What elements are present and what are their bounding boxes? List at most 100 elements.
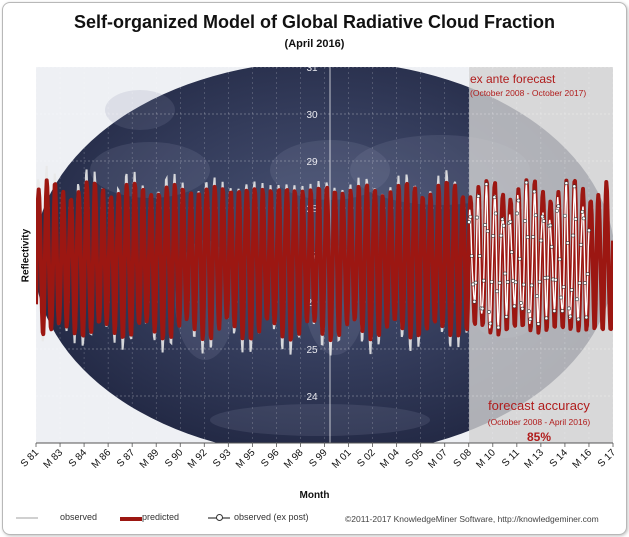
- forecast-label: ex ante forecast: [470, 72, 556, 86]
- ex-post-point: [480, 306, 485, 311]
- map-landmass: [210, 404, 430, 436]
- ex-post-point: [493, 211, 498, 216]
- ex-post-point: [512, 304, 517, 309]
- ex-post-point: [469, 254, 474, 258]
- ex-post-point: [567, 306, 571, 311]
- ex-post-point: [485, 229, 490, 234]
- ex-post-point: [555, 208, 559, 213]
- ex-post-point: [520, 306, 525, 311]
- x-tick-label: S 17: [596, 447, 619, 470]
- ex-post-point: [529, 283, 534, 288]
- ex-post-point: [575, 297, 579, 302]
- ex-post-point: [519, 300, 523, 305]
- ex-post-point: [487, 309, 491, 314]
- ex-post-point: [536, 321, 541, 326]
- ex-post-point: [489, 279, 494, 284]
- ex-post-point: [467, 220, 471, 224]
- ex-post-point: [548, 223, 553, 228]
- ex-post-point: [560, 309, 565, 313]
- ex-post-point: [569, 288, 574, 292]
- ex-post-point: [535, 294, 539, 299]
- ex-post-point: [564, 181, 569, 186]
- ex-post-point: [472, 299, 477, 304]
- legend-predicted: predicted: [120, 512, 179, 522]
- ex-post-point: [577, 281, 582, 285]
- forecast-period: (October 2008 - October 2017): [470, 88, 587, 98]
- x-tick-label: M 95: [234, 447, 258, 471]
- accuracy-value: 85%: [526, 430, 552, 444]
- x-tick-label: S 87: [115, 447, 138, 470]
- ex-post-point: [475, 215, 479, 220]
- x-tick-label: M 89: [138, 447, 162, 471]
- legend-label-predicted: predicted: [142, 512, 180, 522]
- ex-post-point: [565, 240, 570, 245]
- y-tick-label: 29: [306, 157, 318, 168]
- ex-post-point: [563, 213, 567, 218]
- x-tick-label: S 99: [307, 447, 330, 470]
- x-tick-label: M 98: [282, 447, 306, 471]
- ex-post-point: [568, 314, 573, 319]
- accuracy-label: forecast accuracy: [488, 398, 590, 413]
- y-tick-label: 25: [306, 345, 318, 356]
- x-tick-label: S 81: [19, 447, 42, 470]
- x-tick-label: M 92: [186, 447, 210, 471]
- chart-title: Self-organized Model of Global Radiative…: [73, 12, 556, 32]
- ex-post-point: [585, 272, 590, 276]
- ex-post-point: [525, 235, 530, 240]
- ex-post-point: [517, 256, 522, 261]
- legend-ex-post: observed (ex post): [208, 512, 309, 522]
- ex-post-point: [561, 285, 566, 289]
- ex-post-point: [572, 184, 577, 189]
- x-tick-label: M 10: [474, 447, 498, 471]
- x-tick-label: M 86: [90, 447, 114, 471]
- ex-post-point: [492, 195, 497, 200]
- legend-label-ex-post: observed (ex post): [234, 512, 309, 522]
- ex-post-point: [497, 280, 502, 285]
- ex-post-point: [503, 271, 507, 276]
- ex-post-point: [540, 214, 545, 219]
- x-tick-label: S 05: [403, 447, 426, 470]
- ex-post-point: [471, 282, 475, 287]
- legend-marker-ex-post: [216, 514, 223, 521]
- ex-post-point: [527, 309, 531, 314]
- y-tick-label: 31: [306, 63, 318, 74]
- ex-post-point: [531, 234, 535, 239]
- chart-subtitle: (April 2016): [284, 38, 345, 50]
- x-tick-label: S 02: [355, 447, 378, 470]
- x-axis-label: Month: [299, 490, 330, 501]
- ex-post-point: [576, 317, 581, 322]
- ex-post-point: [508, 219, 513, 224]
- ex-post-point: [549, 244, 554, 249]
- ex-post-point: [505, 280, 510, 284]
- ex-post-point: [481, 278, 486, 283]
- ex-post-point: [579, 242, 583, 247]
- ex-post-point: [495, 289, 499, 294]
- map-landmass: [90, 142, 210, 198]
- ex-post-point: [553, 277, 558, 282]
- x-tick-label: S 93: [211, 447, 234, 470]
- x-tick-label: M 01: [330, 447, 354, 471]
- ex-post-point: [501, 223, 506, 228]
- ex-post-point: [500, 217, 505, 222]
- ex-post-point: [537, 279, 542, 284]
- ex-post-point: [583, 281, 587, 285]
- ex-post-point: [544, 316, 549, 321]
- legend-swatch-predicted: [120, 517, 142, 521]
- ex-post-point: [559, 295, 563, 300]
- ex-post-point: [509, 250, 514, 255]
- ex-post-point: [573, 217, 578, 222]
- ex-post-point: [532, 189, 537, 194]
- y-tick-label: 30: [306, 110, 318, 121]
- x-tick-label: M 13: [522, 447, 546, 471]
- ex-post-point: [523, 218, 527, 223]
- ex-post-point: [477, 254, 482, 258]
- ex-post-point: [491, 234, 495, 238]
- ex-post-point: [473, 280, 478, 285]
- ex-post-point: [584, 315, 589, 320]
- x-tick-label: S 11: [500, 447, 522, 469]
- ex-post-point: [552, 309, 557, 313]
- x-tick-label: M 83: [42, 447, 66, 471]
- ex-post-point: [496, 325, 501, 330]
- ex-post-point: [541, 219, 546, 223]
- ex-post-point: [581, 216, 586, 221]
